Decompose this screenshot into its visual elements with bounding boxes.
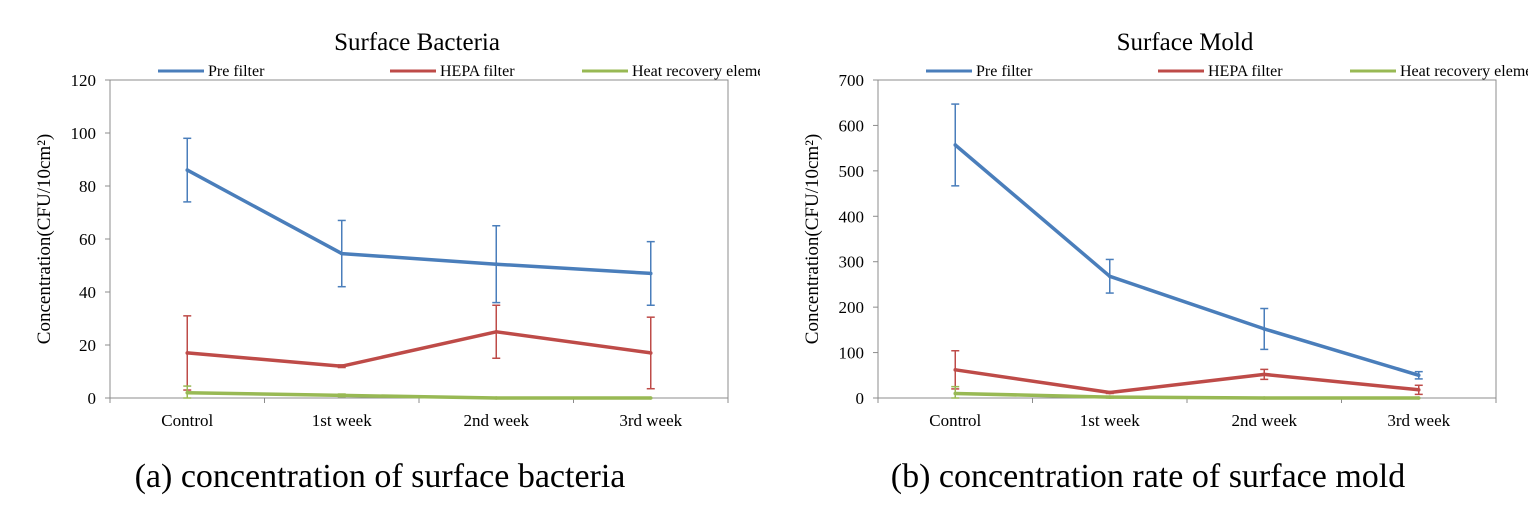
mold-point-s2-0 — [953, 391, 958, 396]
mold-point-s0-1 — [1107, 274, 1112, 279]
bacteria-point-s1-2 — [494, 329, 499, 334]
mold-plot-frame — [877, 79, 1497, 399]
mold-ytick-label-2: 200 — [839, 298, 865, 317]
caption-a: (a) concentration of surface bacteria — [134, 458, 626, 495]
bacteria-ytick-label-1: 20 — [79, 336, 96, 355]
mold-ytick-label-1: 100 — [839, 344, 865, 363]
mold-point-s1-3 — [1416, 388, 1421, 392]
bacteria-ylabel: Concentration(CFU/10cm²) — [34, 134, 55, 344]
mold-point-s0-0 — [953, 143, 958, 147]
mold-title: Surface Mold — [1117, 29, 1254, 56]
mold-ytick-label-3: 300 — [839, 253, 865, 272]
bacteria-legend-label-0: Pre filter — [208, 63, 265, 80]
bacteria-ytick-label-4: 80 — [79, 177, 96, 196]
mold-ytick-label-5: 500 — [839, 162, 865, 181]
mold-ylabel: Concentration(CFU/10cm²) — [802, 134, 823, 344]
mold-point-s1-1 — [1107, 390, 1112, 395]
mold-point-s1-0 — [953, 368, 958, 372]
mold-point-s1-2 — [1262, 372, 1267, 377]
bacteria-point-s0-1 — [339, 251, 344, 256]
bacteria-point-s2-3 — [648, 396, 653, 400]
mold-series-line-1 — [955, 368, 1419, 395]
mold-ytick-label-4: 400 — [839, 207, 865, 226]
mold-ytick-label-6: 600 — [839, 116, 865, 135]
mold-xtick-label-3: 3rd week — [1387, 411, 1450, 430]
mold-point-s0-3 — [1416, 373, 1421, 378]
mold-point-s0-2 — [1262, 327, 1267, 331]
mold-legend-label-2: Heat recovery element — [1400, 63, 1528, 80]
bacteria-point-s0-2 — [494, 262, 499, 266]
bacteria-series-line-1 — [187, 330, 652, 368]
bacteria-legend-label-2: Heat recovery element — [632, 63, 760, 80]
bacteria-point-s2-0 — [185, 390, 190, 395]
mold-point-s2-1 — [1107, 395, 1112, 399]
bacteria-point-s0-0 — [185, 168, 190, 172]
chart-panel-bacteria: Surface Bacteria Pre filter HEPA filter Hea… — [0, 0, 760, 508]
bacteria-xtick-label-3: 3rd week — [619, 411, 682, 430]
chart-svg-bacteria: Surface Bacteria Pre filter HEPA filter Hea… — [34, 29, 760, 430]
mold-series-line-2 — [955, 391, 1419, 400]
bacteria-title: Surface Bacteria — [334, 29, 500, 56]
bacteria-point-s1-1 — [339, 364, 344, 369]
bacteria-ytick-label-5: 100 — [71, 124, 97, 143]
chart-panel-mold: Surface Mold Pre filter HEPA filter Heat re… — [768, 0, 1528, 508]
bacteria-series-line-2 — [187, 390, 651, 400]
mold-series-line-0 — [954, 143, 1420, 377]
chart-svg-mold: Surface Mold Pre filter HEPA filter Heat re… — [802, 29, 1528, 430]
mold-legend-label-1: HEPA filter — [1208, 63, 1283, 80]
bacteria-legend-label-1: HEPA filter — [440, 63, 515, 80]
bacteria-ytick-label-6: 120 — [71, 71, 97, 90]
mold-legend-label-0: Pre filter — [976, 63, 1033, 80]
bacteria-xtick-label-0: Control — [161, 411, 213, 430]
bacteria-xtick-label-2: 2nd week — [463, 411, 529, 430]
bacteria-point-s0-3 — [648, 271, 653, 276]
caption-b: (b) concentration rate of surface mold — [890, 458, 1406, 495]
mold-point-s2-2 — [1262, 396, 1267, 400]
mold-ytick-label-7: 700 — [839, 71, 865, 90]
bacteria-point-s2-1 — [339, 393, 344, 398]
bacteria-point-s2-2 — [494, 396, 499, 400]
bacteria-ytick-label-0: 0 — [88, 389, 97, 408]
bacteria-ytick-label-3: 60 — [79, 230, 96, 249]
mold-xtick-label-1: 1st week — [1080, 411, 1140, 430]
bacteria-point-s1-3 — [648, 351, 653, 355]
bacteria-series-line-0 — [186, 168, 651, 276]
bacteria-point-s1-0 — [185, 351, 190, 355]
bacteria-xtick-label-1: 1st week — [312, 411, 372, 430]
mold-point-s2-3 — [1416, 396, 1421, 400]
mold-ytick-label-0: 0 — [856, 389, 865, 408]
bacteria-ytick-label-2: 40 — [79, 283, 96, 302]
mold-xtick-label-0: Control — [929, 411, 981, 430]
mold-xtick-label-2: 2nd week — [1231, 411, 1297, 430]
